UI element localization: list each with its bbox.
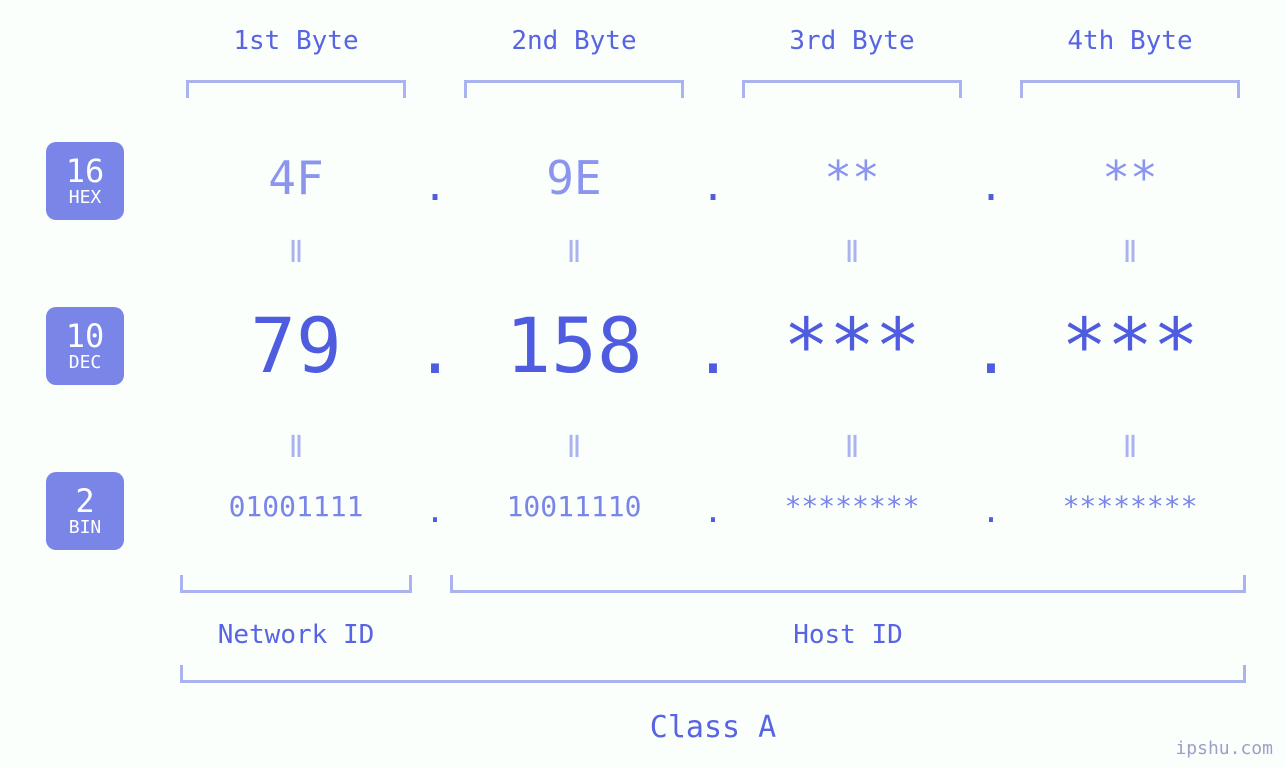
eq-hex-dec-2: ǁ [554, 235, 594, 270]
bin-byte-2: 10011110 [444, 490, 704, 523]
byte-header-1: 1st Byte [166, 26, 426, 56]
dec-byte-2: 158 [444, 301, 704, 390]
eq-dec-bin-4: ǁ [1110, 430, 1150, 465]
badge-hex-lbl: HEX [69, 189, 102, 207]
top-bracket-1 [186, 80, 406, 98]
badge-bin: 2 BIN [46, 472, 124, 550]
class-label: Class A [180, 710, 1246, 745]
dec-dot-1: . [415, 315, 455, 389]
class-bracket [180, 665, 1246, 683]
bin-byte-3: ******** [722, 490, 982, 523]
byte-header-3: 3rd Byte [722, 26, 982, 56]
badge-dec-num: 10 [66, 320, 105, 352]
eq-hex-dec-3: ǁ [832, 235, 872, 270]
bin-byte-4: ******** [1000, 490, 1260, 523]
hex-byte-2: 9E [454, 151, 694, 205]
eq-hex-dec-4: ǁ [1110, 235, 1150, 270]
dec-byte-4: *** [1000, 301, 1260, 390]
bin-dot-3: . [971, 492, 1011, 530]
hex-byte-1: 4F [176, 151, 416, 205]
bin-dot-1: . [415, 492, 455, 530]
network-id-label: Network ID [180, 620, 412, 650]
top-bracket-3 [742, 80, 962, 98]
bin-byte-1: 01001111 [166, 490, 426, 523]
dec-byte-1: 79 [166, 301, 426, 390]
eq-dec-bin-1: ǁ [276, 430, 316, 465]
badge-hex: 16 HEX [46, 142, 124, 220]
top-bracket-4 [1020, 80, 1240, 98]
hex-dot-2: . [693, 164, 733, 210]
eq-hex-dec-1: ǁ [276, 235, 316, 270]
hex-dot-3: . [971, 164, 1011, 210]
byte-header-2: 2nd Byte [444, 26, 704, 56]
host-id-label: Host ID [450, 620, 1246, 650]
dec-byte-3: *** [722, 301, 982, 390]
dec-dot-3: . [971, 315, 1011, 389]
hex-byte-3: ** [732, 151, 972, 205]
badge-bin-num: 2 [75, 485, 94, 517]
top-bracket-2 [464, 80, 684, 98]
badge-hex-num: 16 [66, 155, 105, 187]
host-bracket [450, 575, 1246, 593]
byte-header-4: 4th Byte [1000, 26, 1260, 56]
badge-dec-lbl: DEC [69, 354, 102, 372]
badge-dec: 10 DEC [46, 307, 124, 385]
network-bracket [180, 575, 412, 593]
bin-dot-2: . [693, 492, 733, 530]
eq-dec-bin-3: ǁ [832, 430, 872, 465]
eq-dec-bin-2: ǁ [554, 430, 594, 465]
badge-bin-lbl: BIN [69, 519, 102, 537]
hex-byte-4: ** [1010, 151, 1250, 205]
dec-dot-2: . [693, 315, 733, 389]
hex-dot-1: . [415, 164, 455, 210]
watermark: ipshu.com [1175, 738, 1273, 759]
